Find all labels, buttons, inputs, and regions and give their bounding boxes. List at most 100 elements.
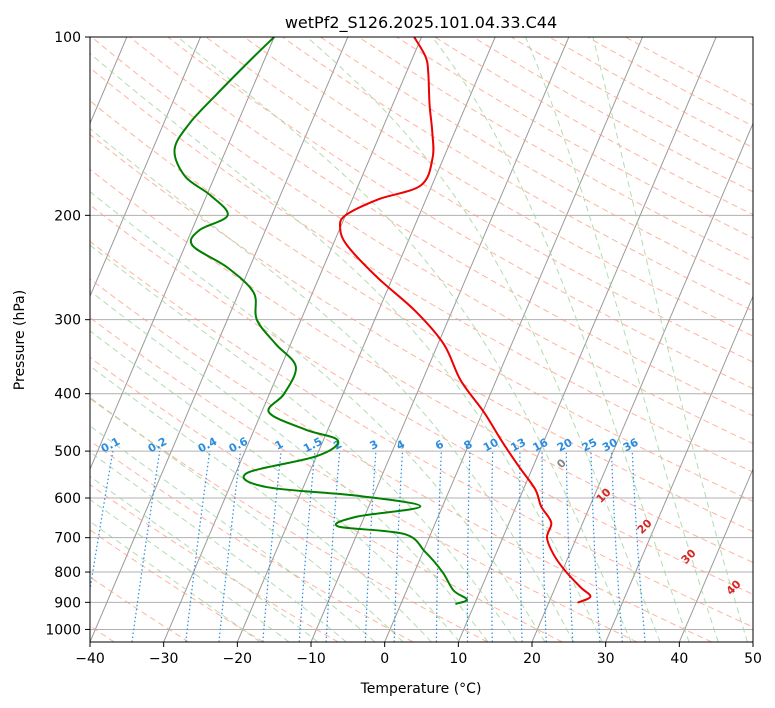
- y-tick-label: 700: [54, 531, 81, 547]
- mixing-ratio-label: 16: [531, 436, 551, 455]
- isotherm-line: [384, 37, 643, 642]
- moist-adiabat-label: 30: [679, 546, 699, 566]
- moist-adiabat-line: [431, 37, 690, 642]
- mixing-ratio-line: [610, 451, 623, 642]
- x-tick-label: −10: [296, 651, 326, 667]
- dry-adiabats: [90, 37, 753, 642]
- dry-adiabat-line: [282, 37, 753, 312]
- isotherm-line: [605, 295, 753, 642]
- isotherm-line: [90, 37, 201, 298]
- y-tick-label: 400: [54, 387, 81, 403]
- mixing-ratio-line: [218, 451, 242, 642]
- mixing-ratio-label: 36: [621, 436, 641, 455]
- x-axis: −40 −30 −20 −10 0 10 20 30 40 50: [75, 642, 762, 667]
- x-tick-label: 0: [380, 651, 389, 667]
- moist-adiabat-label: 10: [594, 485, 614, 505]
- x-tick-label: 20: [523, 651, 541, 667]
- x-tick-label: 50: [744, 651, 762, 667]
- mixing-ratio-label: 20: [555, 436, 575, 455]
- dry-adiabat-line: [510, 37, 753, 171]
- dry-adiabat-line: [549, 37, 753, 149]
- dry-adiabat-line: [205, 37, 753, 363]
- dry-adiabat-line: [90, 440, 414, 642]
- mixing-ratio-line: [364, 451, 377, 642]
- mixing-ratio-line: [298, 451, 316, 642]
- dry-adiabat-line: [167, 37, 753, 390]
- y-tick-label: 900: [54, 595, 81, 611]
- y-tick-label: 1000: [45, 622, 81, 638]
- moist-adiabat-line: [90, 290, 489, 642]
- moist-adiabat-line: [525, 37, 719, 642]
- y-tick-label: 800: [54, 565, 81, 581]
- x-tick-label: 40: [670, 651, 688, 667]
- mixing-ratio-line: [466, 451, 471, 642]
- mixing-ratio-label: 0.4: [196, 435, 220, 456]
- moist-adiabat-line: [90, 330, 461, 642]
- isobar-gridlines: [90, 37, 753, 630]
- profile-series: [173, 37, 592, 605]
- moist-adiabat-line: [90, 396, 404, 642]
- dry-adiabat-line: [90, 134, 753, 533]
- isotherm-line: [163, 37, 422, 642]
- mixing-ratio-label: 10: [481, 436, 501, 455]
- y-axis-title: Pressure (hPa): [12, 290, 28, 390]
- dry-adiabat-line: [129, 37, 753, 417]
- mixing-ratio-lines: [90, 450, 646, 642]
- moist-adiabat-line: [90, 451, 347, 642]
- moist-adiabat-line: [90, 475, 319, 642]
- y-tick-label: 100: [54, 30, 81, 46]
- dry-adiabat-label: -10: [0, 409, 16, 433]
- mixing-ratio-line: [490, 451, 494, 642]
- y-tick-label: 300: [54, 313, 81, 329]
- mixing-ratio-label: 6: [433, 437, 446, 452]
- chart-title: wetPf2_S126.2025.101.04.33.C44: [285, 13, 557, 33]
- x-tick-label: −20: [223, 651, 253, 667]
- mixing-ratio-label: 1.5: [301, 435, 324, 456]
- isotherm-gridlines: [90, 37, 753, 642]
- dry-adiabat-line: [243, 37, 753, 337]
- isotherm-line: [678, 467, 753, 642]
- mixing-ratio-line: [435, 451, 442, 642]
- mixing-ratio-label: 25: [580, 436, 600, 455]
- dry-adiabat-line: [90, 576, 190, 642]
- moist-adiabat-line: [90, 365, 432, 642]
- mixing-ratio-label: 4: [394, 437, 407, 452]
- x-axis-title: Temperature (°C): [360, 681, 482, 697]
- x-tick-label: −30: [149, 651, 179, 667]
- dry-adiabat-line: [90, 278, 712, 642]
- dewpoint-profile: [173, 37, 468, 605]
- mixing-ratio-label: 30: [600, 436, 620, 455]
- isotherm-line: [531, 122, 753, 642]
- x-tick-label: 30: [597, 651, 615, 667]
- moist-adiabat-line: [90, 498, 290, 642]
- moist-adiabat-line: [177, 37, 632, 642]
- moist-adiabat-line: [90, 52, 603, 642]
- dry-adiabat-line: [434, 37, 753, 216]
- mixing-ratio-line: [90, 450, 114, 594]
- moist-adiabat-line: [90, 425, 376, 642]
- mixing-ratio-label: 8: [462, 438, 475, 453]
- dry-adiabat-line: [90, 204, 753, 595]
- x-tick-label: −40: [75, 651, 105, 667]
- mixing-ratio-label: 3: [368, 438, 381, 453]
- moist-adiabat-line: [592, 37, 748, 642]
- y-tick-label: 200: [54, 208, 81, 224]
- mixing-ratio-line: [565, 451, 574, 642]
- moist-adiabat-label: 40: [724, 577, 744, 597]
- dry-adiabat-line: [90, 317, 638, 642]
- mixing-ratio-label: 0.6: [227, 435, 251, 456]
- mixing-ratio-line: [131, 451, 161, 642]
- y-tick-label: 600: [54, 491, 81, 507]
- moist-adiabat-line: [306, 37, 661, 642]
- mixing-ratio-line: [185, 451, 211, 642]
- isotherm-line: [90, 37, 275, 471]
- dry-adiabat-line: [90, 397, 488, 642]
- plot-frame: [89, 36, 754, 643]
- temperature-profile: [338, 37, 592, 604]
- mixing-ratio-line: [519, 451, 523, 642]
- mixing-ratio-label: 0.1: [99, 435, 122, 456]
- isotherm-line: [752, 640, 753, 642]
- dry-adiabat-line: [90, 240, 753, 628]
- dry-adiabat-line: [90, 67, 753, 473]
